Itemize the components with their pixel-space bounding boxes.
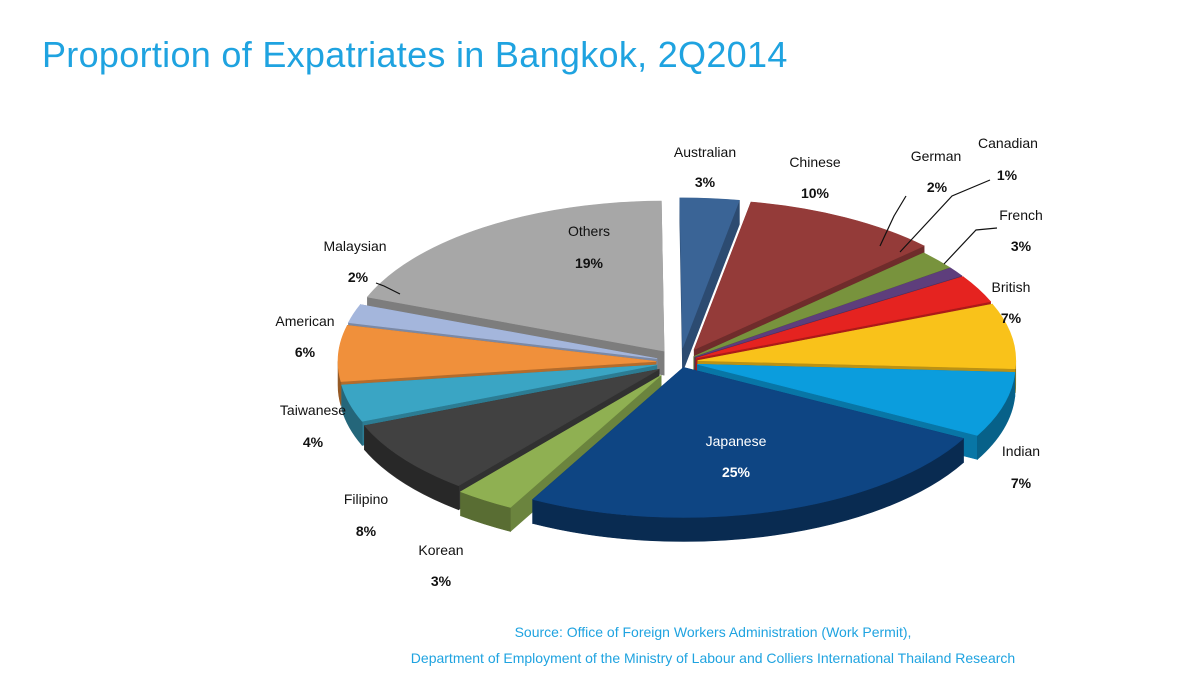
page-title: Proportion of Expatriates in Bangkok, 2Q… — [42, 34, 788, 75]
slice-top — [679, 197, 740, 349]
slice-label-filipino: Filipino — [344, 491, 389, 507]
slice-top — [694, 267, 963, 358]
slice-value-filipino: 8% — [356, 523, 377, 539]
slice-label-others: Others — [568, 223, 610, 239]
slice-value-british: 7% — [1001, 310, 1022, 326]
slice-top — [366, 200, 665, 352]
source-note-line-2: Department of Employment of the Ministry… — [410, 650, 1016, 666]
leader-line-german — [879, 195, 907, 247]
slice-japanese — [532, 366, 965, 542]
slice-top — [341, 364, 657, 422]
slice-value-canadian: 1% — [997, 167, 1018, 183]
slice-top — [693, 201, 925, 351]
slice-label-british: British — [992, 279, 1031, 295]
slice-label-french: French — [999, 207, 1043, 223]
slice-value-others: 19% — [575, 255, 604, 271]
slice-label-german: German — [911, 148, 962, 164]
slice-top — [695, 276, 992, 359]
slice-value-indian: 7% — [1011, 475, 1032, 491]
slice-value-japanese: 25% — [722, 464, 751, 480]
leader-line-malaysian — [375, 282, 401, 295]
slice-value-german: 2% — [927, 179, 948, 195]
leader-line-french — [943, 227, 998, 265]
slice-top — [363, 369, 660, 487]
slice-label-indian: Indian — [1002, 443, 1040, 459]
leader-line-canadian — [899, 179, 991, 253]
slice-value-chinese: 10% — [801, 185, 830, 201]
slice-value-french: 3% — [1011, 238, 1032, 254]
slice-top — [459, 375, 662, 508]
slice-label-korean: Korean — [418, 542, 463, 558]
slice-value-australian: 3% — [695, 174, 716, 190]
slice-label-american: American — [275, 313, 334, 329]
slice-label-chinese: Chinese — [789, 154, 841, 170]
slice-label-australian: Australian — [674, 144, 736, 160]
slice-label-canadian: Canadian — [978, 135, 1038, 151]
slice-top — [697, 303, 1017, 370]
slice-label-taiwanese: Taiwanese — [280, 402, 346, 418]
slice-top — [347, 304, 658, 359]
slice-value-korean: 3% — [431, 573, 452, 589]
source-note-line-1: Source: Office of Foreign Workers Admini… — [514, 624, 912, 640]
slice-top — [693, 252, 951, 357]
slice-value-malaysian: 2% — [348, 269, 369, 285]
slice-top — [532, 367, 965, 518]
slice-australian — [679, 197, 740, 373]
slice-label-japanese: Japanese — [706, 433, 767, 449]
slice-value-american: 6% — [295, 344, 316, 360]
slice-top — [697, 364, 1016, 436]
slice-value-taiwanese: 4% — [303, 434, 324, 450]
slice-top — [337, 325, 657, 382]
slice-label-malaysian: Malaysian — [323, 238, 386, 254]
